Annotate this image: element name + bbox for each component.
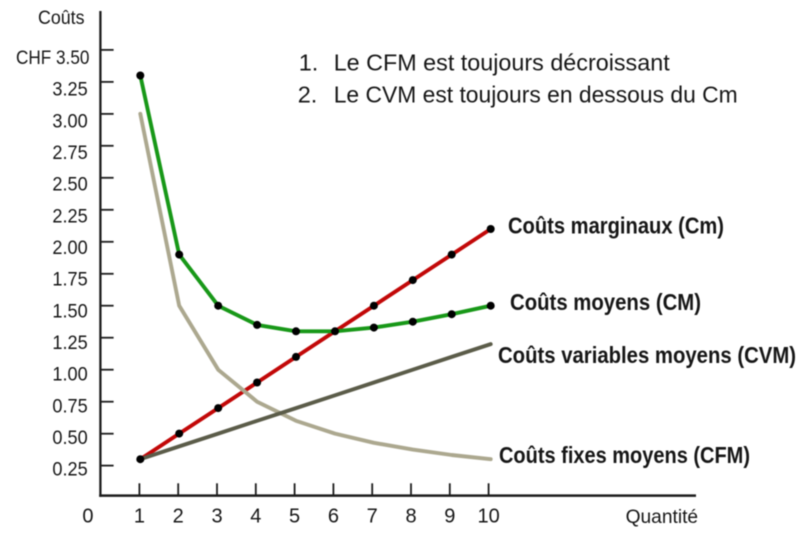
svg-text:3: 3	[211, 505, 222, 527]
svg-text:1.00: 1.00	[52, 364, 87, 386]
svg-text:0.75: 0.75	[52, 395, 87, 417]
svg-text:1.: 1.	[299, 50, 319, 76]
svg-text:Coûts marginaux (Cm): Coûts marginaux (Cm)	[508, 213, 724, 239]
svg-text:1: 1	[134, 505, 145, 527]
svg-text:Le CVM est toujours en dessous: Le CVM est toujours en dessous du Cm	[334, 82, 738, 108]
svg-text:10: 10	[477, 505, 499, 527]
svg-text:3.00: 3.00	[52, 110, 87, 132]
svg-text:Coûts: Coûts	[38, 8, 85, 29]
svg-text:9: 9	[444, 505, 455, 527]
svg-text:2.50: 2.50	[52, 174, 87, 196]
svg-text:0.50: 0.50	[52, 427, 87, 449]
svg-text:8: 8	[405, 505, 416, 527]
svg-text:Quantité: Quantité	[626, 506, 699, 528]
svg-text:2.75: 2.75	[52, 142, 87, 164]
svg-text:4: 4	[250, 505, 261, 527]
svg-text:2: 2	[173, 505, 184, 527]
svg-text:3.25: 3.25	[52, 79, 87, 101]
svg-text:Coûts variables moyens (CVM): Coûts variables moyens (CVM)	[498, 342, 796, 368]
svg-text:Coûts moyens (CM): Coûts moyens (CM)	[510, 289, 701, 315]
svg-text:Le CFM est toujours décroissan: Le CFM est toujours décroissant	[334, 50, 670, 76]
svg-text:CHF 3.50: CHF 3.50	[16, 47, 90, 69]
svg-text:5: 5	[289, 505, 300, 527]
svg-text:0.25: 0.25	[52, 459, 87, 481]
svg-text:2.25: 2.25	[52, 205, 87, 227]
svg-text:7: 7	[367, 505, 378, 527]
svg-text:0: 0	[82, 505, 93, 527]
svg-text:2.00: 2.00	[52, 237, 87, 259]
svg-text:2.: 2.	[298, 82, 318, 108]
svg-text:Coûts fixes moyens (CFM): Coûts fixes moyens (CFM)	[499, 442, 750, 468]
svg-text:6: 6	[328, 505, 339, 527]
svg-text:1.75: 1.75	[52, 269, 87, 291]
svg-text:1.25: 1.25	[52, 332, 87, 354]
svg-text:1.50: 1.50	[52, 300, 87, 322]
